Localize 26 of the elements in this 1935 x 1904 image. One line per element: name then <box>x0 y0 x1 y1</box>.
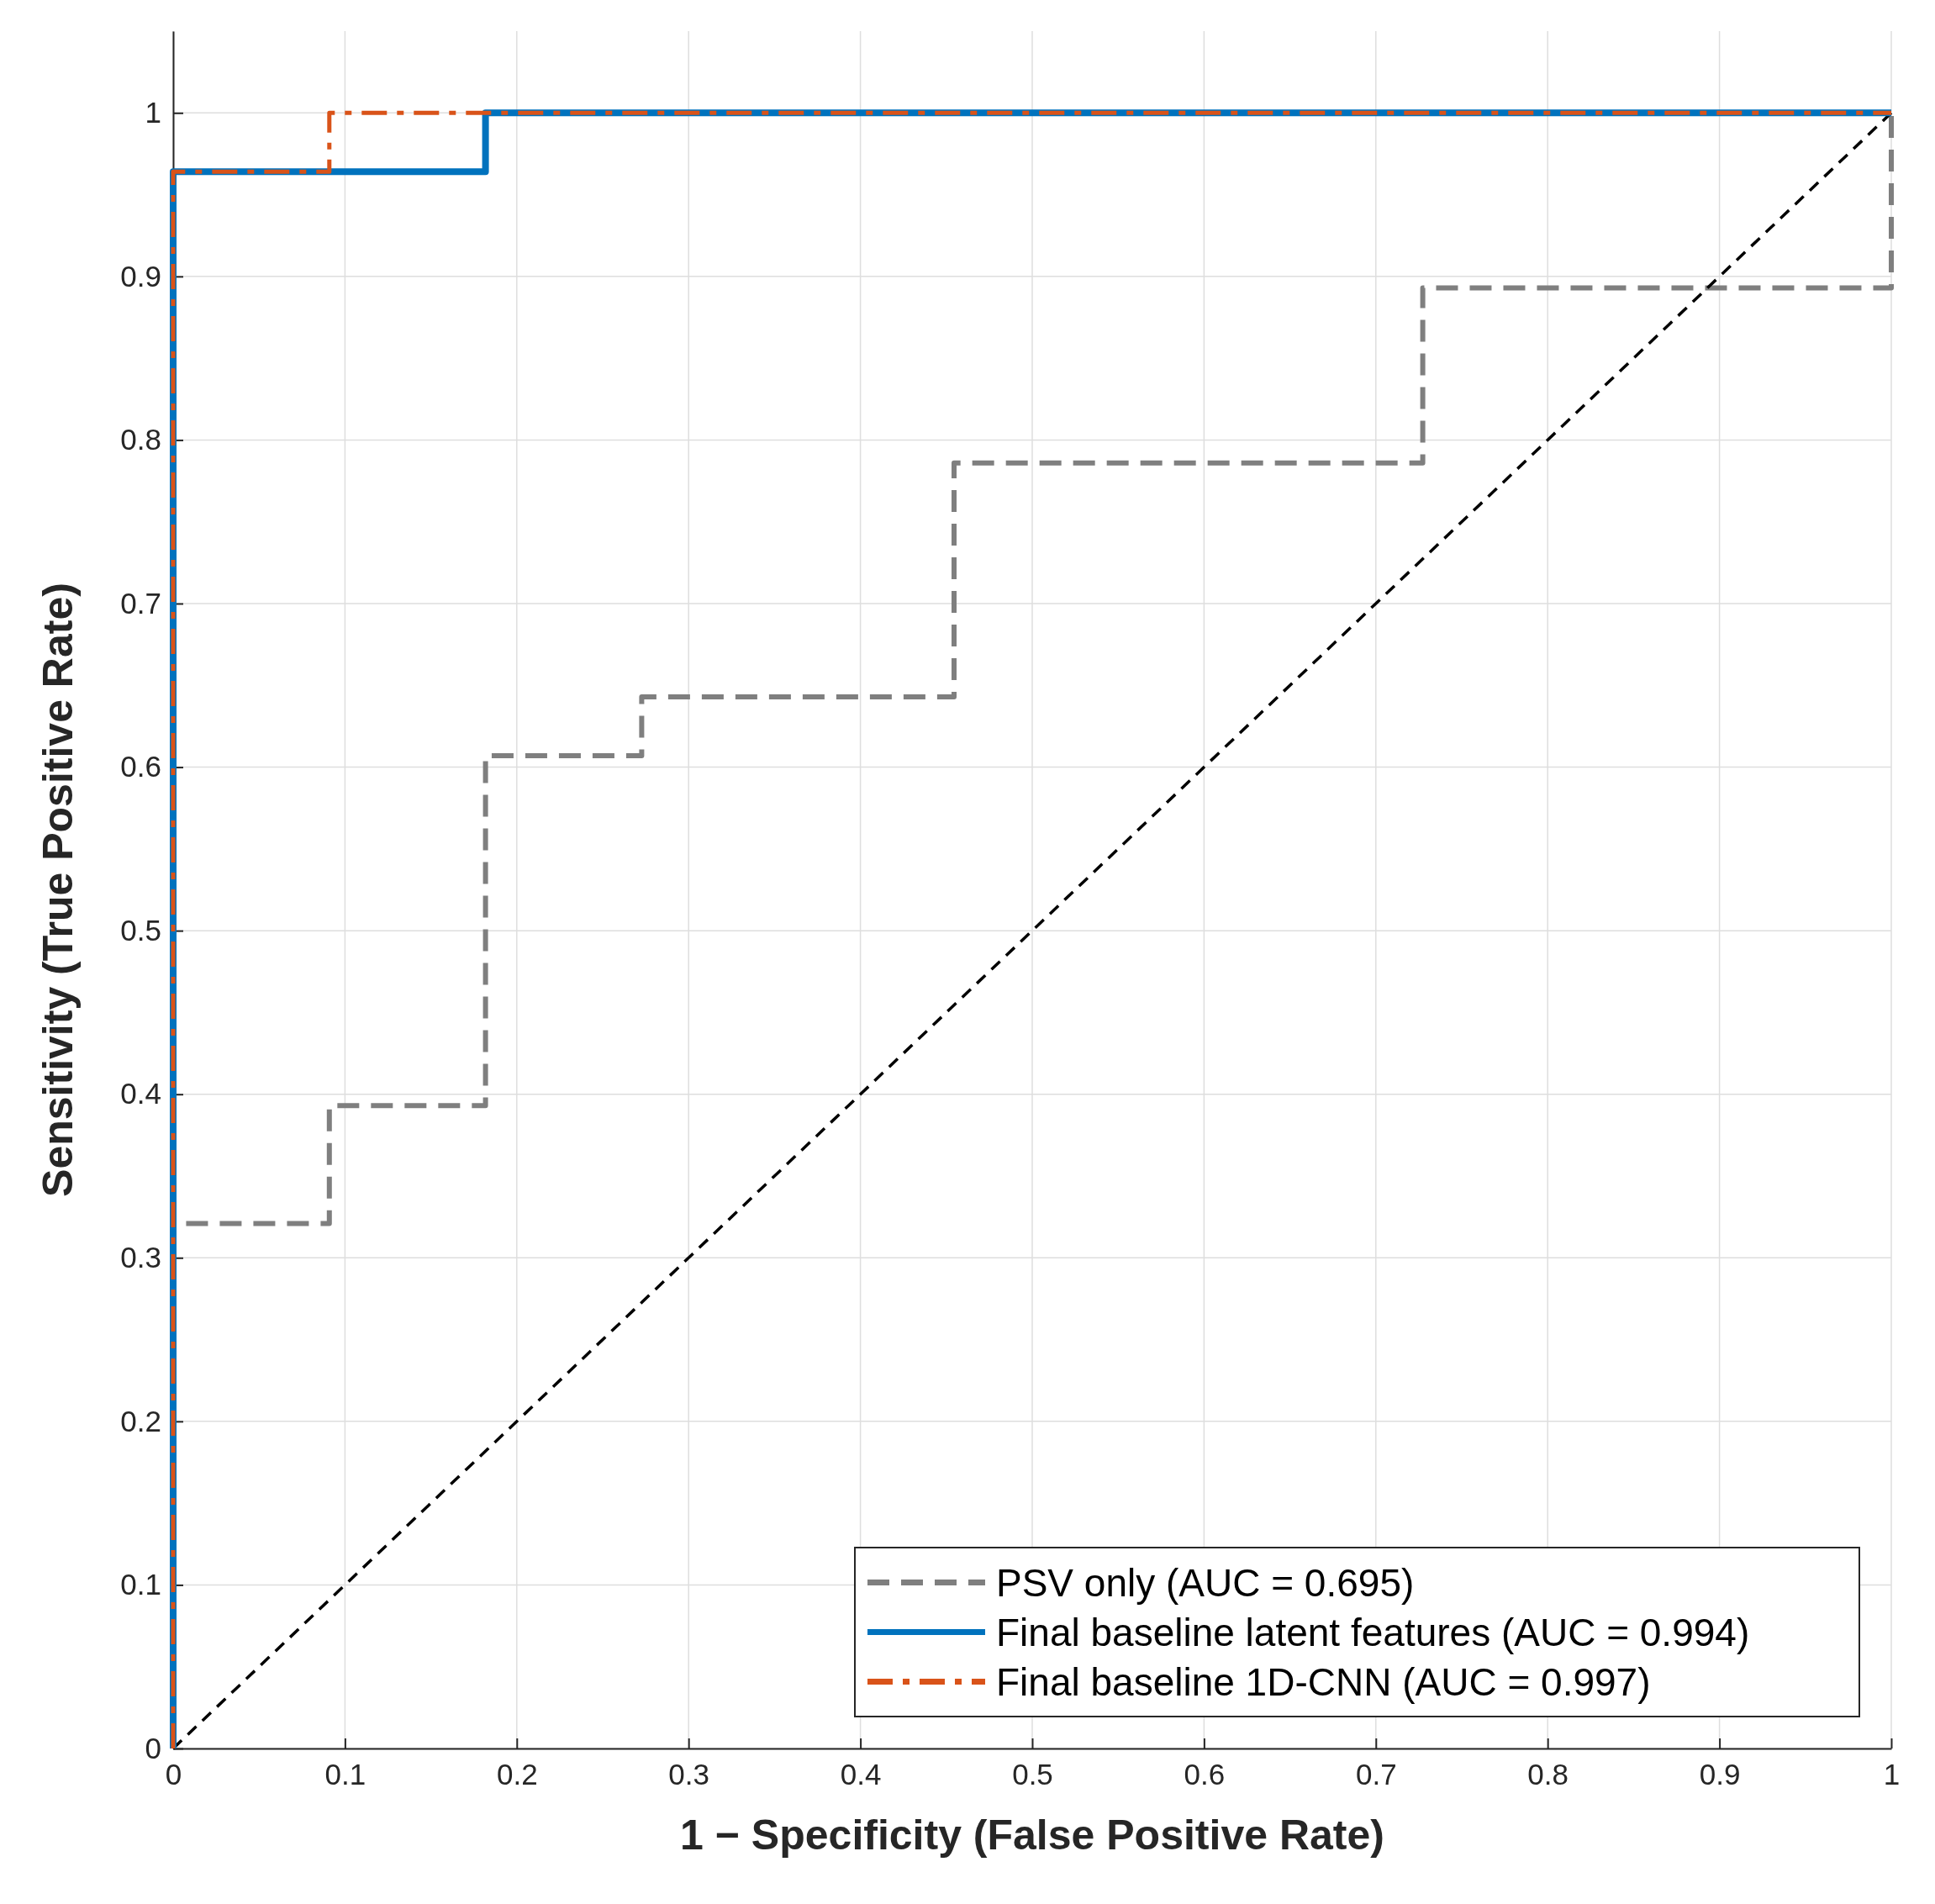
x-tick-label: 1 <box>1883 1757 1901 1791</box>
legend-label: Final baseline latent features (AUC = 0.994) <box>996 1610 1750 1654</box>
x-tick-label: 0.3 <box>668 1757 710 1791</box>
y-tick-label: 0.4 <box>120 1077 161 1110</box>
y-axis-title: Sensitivity (True Positive Rate) <box>34 583 82 1197</box>
y-tick-label: 0.2 <box>120 1404 161 1437</box>
y-tick-label: 1 <box>145 95 161 129</box>
x-tick-label: 0.9 <box>1699 1757 1741 1791</box>
x-axis-title: 1 − Specificity (False Positive Rate) <box>680 1812 1384 1859</box>
y-tick-label: 0 <box>145 1731 161 1764</box>
y-tick-label: 0.3 <box>120 1240 161 1274</box>
y-tick-label: 0.8 <box>120 423 161 456</box>
x-tick-label: 0.6 <box>1184 1757 1226 1791</box>
y-tick-label: 0.7 <box>120 586 161 620</box>
x-tick-label: 0.5 <box>1012 1757 1053 1791</box>
y-tick-label: 0.5 <box>120 913 161 947</box>
legend-label: Final baseline 1D-CNN (AUC = 0.997) <box>996 1659 1651 1704</box>
x-tick-label: 0.2 <box>496 1757 538 1791</box>
y-tick-label: 0.9 <box>120 259 161 293</box>
x-tick-label: 0.1 <box>324 1757 366 1791</box>
x-tick-label: 0.8 <box>1527 1757 1569 1791</box>
y-tick-label: 0.1 <box>120 1568 161 1601</box>
x-tick-label: 0.4 <box>840 1757 882 1791</box>
legend-label: PSV only (AUC = 0.695) <box>996 1560 1415 1605</box>
x-tick-label: 0.7 <box>1355 1757 1397 1791</box>
y-tick-label: 0.6 <box>120 750 161 783</box>
